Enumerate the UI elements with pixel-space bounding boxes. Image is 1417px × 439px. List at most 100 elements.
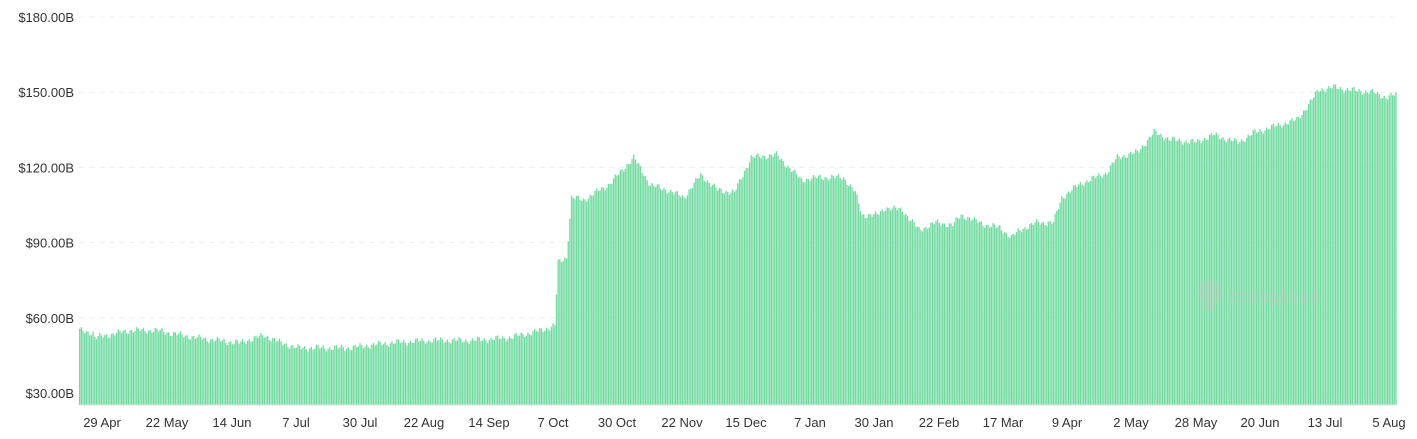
bar bbox=[366, 344, 368, 405]
bar bbox=[315, 344, 318, 405]
bar bbox=[193, 336, 195, 405]
bar bbox=[891, 208, 893, 405]
bar bbox=[500, 338, 502, 405]
bar bbox=[1381, 98, 1384, 405]
bar bbox=[147, 330, 150, 405]
bar bbox=[537, 331, 539, 405]
bar bbox=[1326, 88, 1328, 405]
bar bbox=[977, 222, 979, 405]
bar bbox=[1096, 176, 1098, 405]
bar bbox=[1197, 138, 1199, 406]
bar bbox=[1077, 184, 1080, 405]
bar bbox=[997, 226, 999, 405]
bar bbox=[1250, 135, 1253, 405]
bar bbox=[324, 348, 326, 405]
bar bbox=[728, 194, 731, 405]
bar bbox=[690, 188, 692, 405]
bar bbox=[275, 341, 277, 405]
bar bbox=[268, 340, 271, 405]
x-tick-label: 14 Jun bbox=[212, 415, 251, 430]
bar bbox=[811, 178, 813, 405]
bar bbox=[670, 189, 672, 405]
x-tick-label: 22 Feb bbox=[919, 415, 959, 430]
bar bbox=[718, 188, 720, 405]
bar bbox=[486, 343, 489, 405]
bar bbox=[738, 179, 741, 405]
bar bbox=[293, 348, 296, 405]
bar bbox=[1029, 223, 1031, 405]
bar bbox=[750, 155, 752, 405]
bar bbox=[1208, 134, 1211, 405]
bar bbox=[799, 176, 801, 405]
bar bbox=[298, 345, 301, 405]
bar bbox=[342, 347, 344, 405]
bar bbox=[1123, 154, 1125, 405]
bar bbox=[196, 337, 198, 405]
bar bbox=[748, 162, 751, 405]
bar bbox=[384, 342, 386, 405]
bar bbox=[1079, 182, 1081, 405]
bar bbox=[450, 343, 452, 405]
bar bbox=[1393, 95, 1395, 405]
bar bbox=[1323, 90, 1325, 406]
bar bbox=[340, 344, 343, 405]
bar bbox=[1005, 232, 1008, 405]
bar bbox=[434, 337, 437, 405]
bar bbox=[894, 207, 897, 405]
bar bbox=[399, 343, 401, 405]
bar bbox=[225, 342, 227, 405]
bar bbox=[879, 211, 882, 405]
bar bbox=[1217, 134, 1219, 405]
bar bbox=[740, 179, 742, 405]
bar bbox=[1180, 141, 1182, 405]
bar bbox=[322, 345, 324, 405]
bar bbox=[1158, 134, 1160, 405]
bar bbox=[849, 184, 851, 405]
bar bbox=[466, 341, 469, 405]
bar bbox=[868, 214, 870, 405]
bar bbox=[386, 344, 388, 405]
bar bbox=[809, 181, 811, 405]
bar bbox=[938, 222, 940, 405]
bar bbox=[80, 327, 82, 405]
bar bbox=[947, 226, 949, 405]
bar bbox=[1160, 133, 1162, 405]
y-tick-label: $120.00B bbox=[18, 160, 74, 175]
bar bbox=[1240, 139, 1243, 405]
y-tick-label: $150.00B bbox=[18, 85, 74, 100]
bar bbox=[283, 344, 286, 405]
bar bbox=[1349, 91, 1352, 406]
bar bbox=[864, 218, 867, 405]
bar bbox=[643, 175, 645, 405]
bar bbox=[1020, 232, 1023, 405]
bar bbox=[480, 340, 482, 405]
bar bbox=[952, 226, 954, 405]
bar bbox=[1276, 126, 1278, 405]
bar bbox=[1076, 187, 1078, 405]
bar bbox=[327, 348, 329, 405]
bar bbox=[1125, 157, 1127, 405]
bar bbox=[235, 339, 237, 405]
bar bbox=[685, 198, 687, 405]
bar bbox=[1140, 148, 1142, 405]
bar bbox=[221, 340, 224, 405]
bar bbox=[701, 175, 704, 405]
bar bbox=[1239, 142, 1241, 405]
bar bbox=[1093, 175, 1095, 405]
bar bbox=[1039, 224, 1041, 405]
bar bbox=[428, 339, 430, 405]
bar bbox=[1255, 132, 1258, 405]
bar bbox=[424, 344, 427, 405]
bar bbox=[476, 337, 479, 405]
bar bbox=[973, 216, 976, 405]
bar bbox=[572, 198, 574, 405]
bar bbox=[156, 328, 158, 405]
bar bbox=[231, 344, 234, 405]
bar bbox=[488, 340, 490, 405]
bar bbox=[260, 332, 262, 405]
bar bbox=[256, 337, 259, 405]
bar bbox=[367, 347, 370, 405]
bar bbox=[1135, 149, 1137, 405]
bar bbox=[392, 343, 395, 405]
bar bbox=[1267, 129, 1270, 405]
